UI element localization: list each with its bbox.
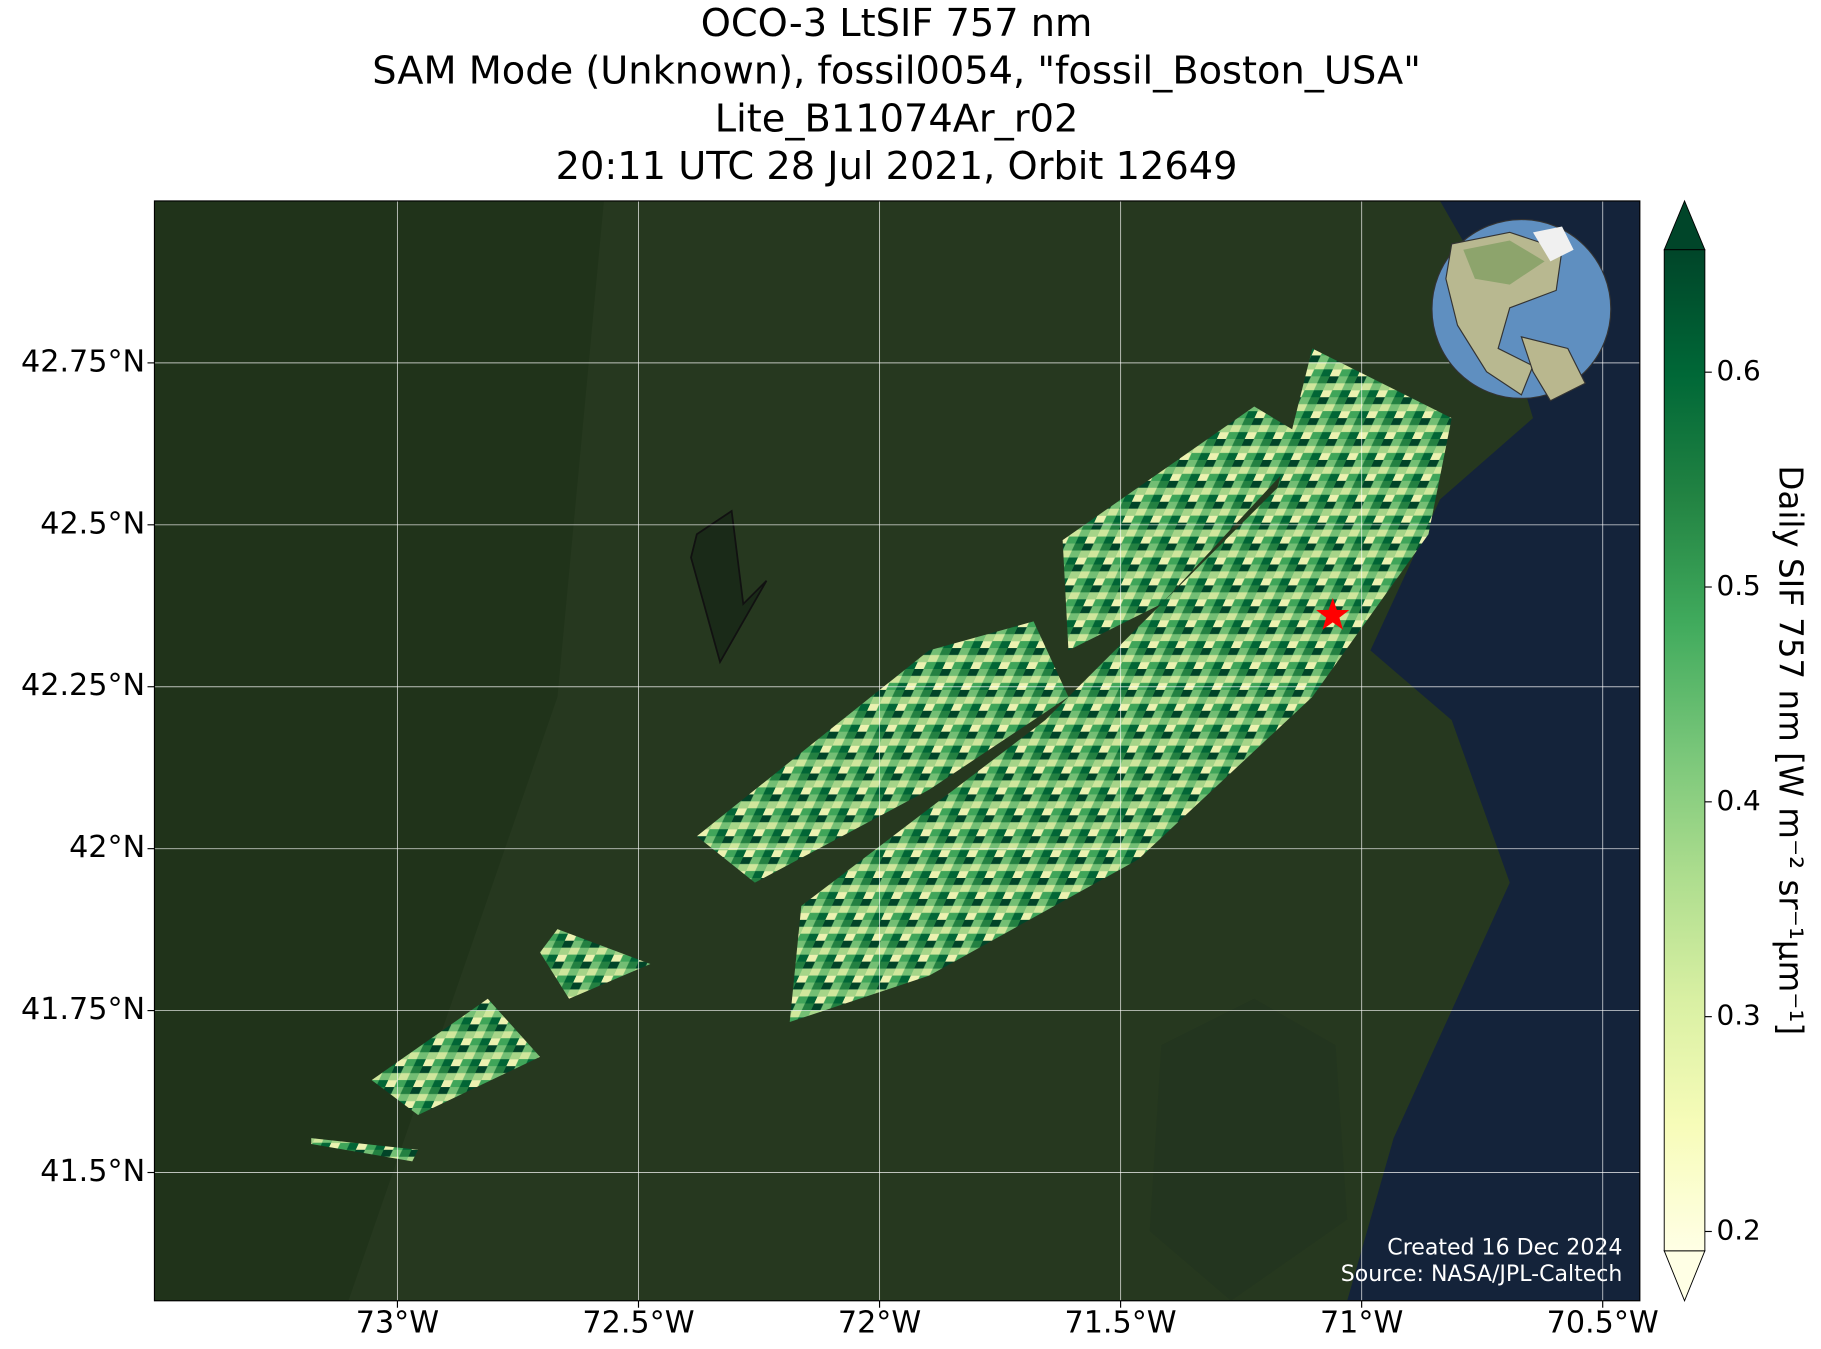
map-frame	[153, 200, 1641, 1302]
x-tick-label: 72°W	[838, 1305, 921, 1340]
chart-title: Lite_B11074Ar_r02	[715, 96, 1079, 141]
colorbar-tick-label: 0.4	[1716, 784, 1760, 817]
colorbar-tick-label: 0.2	[1716, 1213, 1760, 1246]
chart-title: OCO-3 LtSIF 757 nm	[701, 1, 1093, 46]
credit: Source: NASA/JPL-Caltech	[1341, 1262, 1623, 1287]
y-tick-label: 42.5°N	[40, 506, 145, 541]
chart-title: 20:11 UTC 28 Jul 2021, Orbit 12649	[556, 144, 1238, 189]
colorbar-tick-label: 0.3	[1716, 999, 1760, 1032]
basemap	[154, 200, 1640, 1301]
inset-globe	[1431, 218, 1612, 402]
grid	[154, 200, 1640, 1301]
colorbar	[1663, 199, 1706, 1302]
x-tick-label: 71°W	[1320, 1305, 1403, 1340]
credit: Created 16 Dec 2024	[1387, 1235, 1622, 1260]
x-tick-label: 70.5°W	[1547, 1305, 1659, 1340]
y-tick-label: 42.75°N	[21, 344, 145, 379]
site-marker	[1316, 598, 1350, 630]
y-tick-label: 41.5°N	[40, 1154, 145, 1189]
x-tick-label: 72.5°W	[582, 1305, 694, 1340]
y-tick-label: 42°N	[69, 830, 145, 865]
y-tick-label: 42.25°N	[21, 668, 145, 703]
colorbar-tick-label: 0.6	[1716, 354, 1760, 387]
chart-title: SAM Mode (Unknown), fossil0054, "fossil_…	[372, 49, 1421, 94]
colorbar-label: Daily SIF 757 nm [W m⁻² sr⁻¹μm⁻¹]	[1771, 465, 1809, 1035]
colorbar-tick-label: 0.5	[1716, 569, 1760, 602]
x-tick-label: 71.5°W	[1065, 1305, 1177, 1340]
y-tick-label: 41.75°N	[21, 992, 145, 1027]
x-tick-label: 73°W	[356, 1305, 439, 1340]
